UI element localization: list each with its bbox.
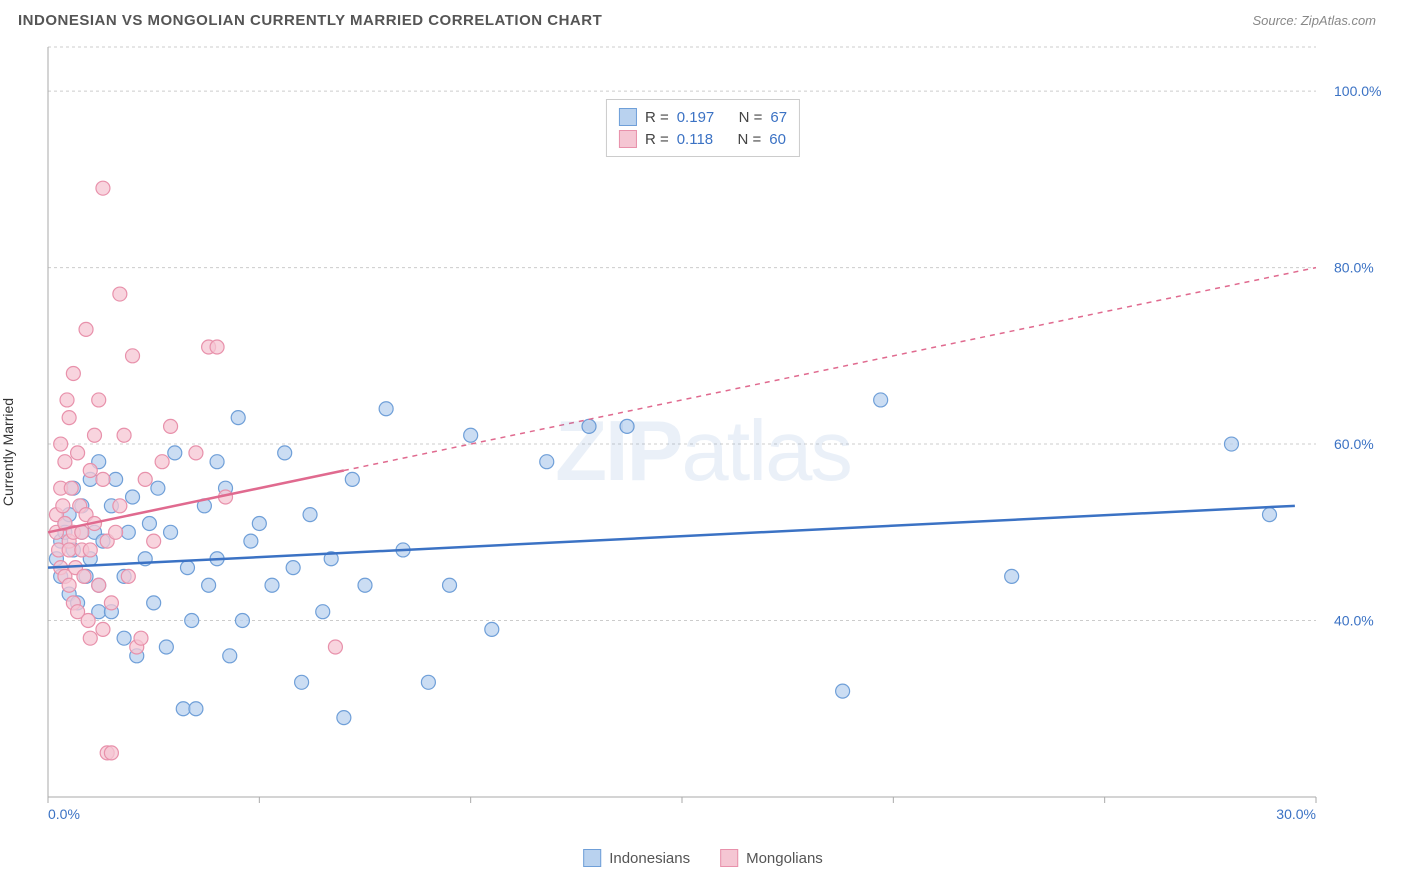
chart-title: INDONESIAN VS MONGOLIAN CURRENTLY MARRIE…: [18, 12, 602, 29]
chart-container: Currently Married 40.0% 60.0% 80.0% 100.0% 0…: [0, 37, 1406, 867]
n-label: N =: [739, 109, 763, 126]
swatch-icon: [720, 849, 738, 867]
scatter-chart: 40.0% 60.0% 80.0% 100.0% 0.0% 30.0%: [0, 37, 1406, 837]
series-name: Mongolians: [746, 850, 823, 867]
svg-text:60.0%: 60.0%: [1334, 436, 1374, 452]
svg-text:40.0%: 40.0%: [1334, 613, 1374, 629]
swatch-icon: [619, 108, 637, 126]
legend-item: Indonesians: [583, 849, 690, 867]
svg-text:30.0%: 30.0%: [1276, 806, 1316, 822]
stats-row: R = 0.197 N = 67: [619, 106, 787, 128]
r-label: R =: [645, 131, 669, 148]
stats-row: R = 0.118 N = 60: [619, 128, 787, 150]
svg-text:0.0%: 0.0%: [48, 806, 80, 822]
source-label: Source: ZipAtlas.com: [1252, 13, 1376, 28]
r-value: 0.118: [677, 131, 713, 148]
r-value: 0.197: [677, 109, 715, 126]
svg-text:80.0%: 80.0%: [1334, 260, 1374, 276]
series-name: Indonesians: [609, 850, 690, 867]
svg-text:100.0%: 100.0%: [1334, 83, 1381, 99]
y-axis-label: Currently Married: [0, 398, 16, 506]
swatch-icon: [619, 130, 637, 148]
legend-item: Mongolians: [720, 849, 823, 867]
swatch-icon: [583, 849, 601, 867]
stats-legend: R = 0.197 N = 67 R = 0.118 N = 60: [606, 99, 800, 157]
series-legend: Indonesians Mongolians: [583, 849, 823, 867]
n-value: 67: [770, 109, 787, 126]
n-value: 60: [769, 131, 786, 148]
r-label: R =: [645, 109, 669, 126]
n-label: N =: [737, 131, 761, 148]
